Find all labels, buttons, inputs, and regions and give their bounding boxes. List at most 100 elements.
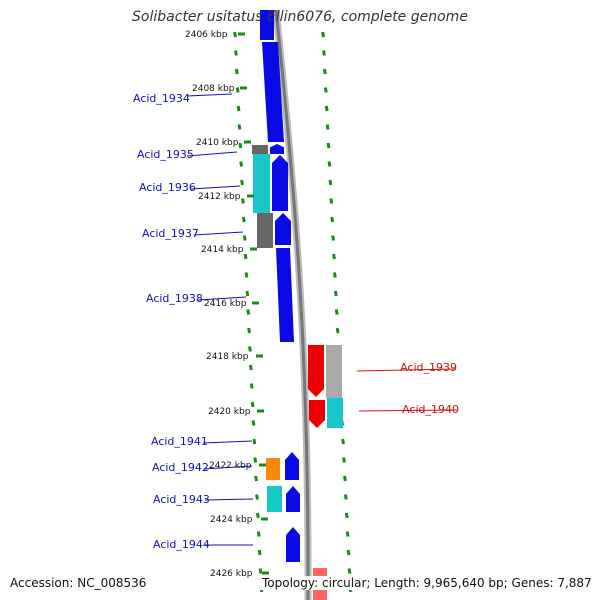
- gene-block-acid-1943: [286, 486, 300, 512]
- gene-label: Acid_1938: [146, 292, 203, 305]
- inner-left-ring-dot: [237, 124, 242, 130]
- inner-left-ring-dot: [251, 420, 256, 426]
- kbp-tick-label: 2426 kbp: [210, 569, 253, 579]
- outer-right-ring-dot: [343, 475, 347, 482]
- gene-leader-line: [203, 465, 253, 470]
- gene-leader-line: [186, 151, 238, 157]
- outer-right-ring-dot: [326, 142, 331, 149]
- gene-block-acid-1941-b: [285, 452, 299, 480]
- outer-right-ring-dot: [346, 549, 351, 556]
- inner-left-ring-dot: [245, 290, 250, 297]
- inner-left-ring-dot: [233, 31, 237, 38]
- gene-block-acid-1938: [276, 248, 294, 342]
- length-label: Length:: [374, 576, 420, 590]
- gene-block-top: [260, 10, 274, 40]
- feature-band-cyan-1936: [253, 154, 270, 213]
- inner-left-ring-dot: [257, 549, 262, 556]
- gene-label: Acid_1935: [137, 148, 194, 161]
- gene-label: Acid_1940: [402, 403, 459, 416]
- inner-left-ring-dot: [243, 253, 248, 260]
- outer-right-ring-dot: [327, 161, 332, 167]
- accession-value: NC_008536: [77, 576, 147, 590]
- gene-block-acid-1944: [286, 527, 300, 562]
- outer-right-ring-dot: [347, 568, 352, 574]
- outer-right-ring-dot: [325, 124, 330, 130]
- inner-left-ring-dot: [238, 142, 243, 149]
- inner-left-ring-dot: [258, 568, 263, 574]
- kbp-tick-label: 2420 kbp: [208, 407, 251, 417]
- gene-label: Acid_1937: [142, 227, 199, 240]
- gene-block-acid-1937: [275, 213, 291, 245]
- gene-leader-line: [204, 498, 254, 501]
- inner-left-ring-dot: [241, 198, 245, 204]
- kbp-tick-label: 2422 kbp: [209, 461, 252, 471]
- outer-right-ring-dot: [335, 327, 340, 334]
- inner-left-ring-dot: [239, 161, 244, 167]
- gene-block-acid-1934: [262, 42, 284, 142]
- outer-right-ring-dot: [345, 531, 350, 537]
- outer-right-ring-dot: [330, 216, 335, 223]
- kbp-tick-label: 2408 kbp: [192, 84, 235, 94]
- inner-left-ring-dot: [247, 327, 251, 334]
- inner-left-ring-dot: [241, 216, 246, 223]
- inner-left-ring-dot: [242, 235, 247, 241]
- feature-band-gray-1937: [257, 213, 273, 248]
- outer-right-ring-dot: [324, 105, 329, 112]
- outer-right-ring-dot: [332, 253, 336, 260]
- genome-backbone: [274, 9, 310, 600]
- feature-band-gray-1935: [252, 145, 268, 154]
- inner-left-ring-dot: [240, 179, 244, 186]
- kbp-tick-label: 2410 kbp: [196, 138, 239, 148]
- feature-band-cyan-1940: [327, 398, 343, 428]
- gene-block-acid-1935: [270, 144, 284, 154]
- inner-left-ring-dot: [249, 383, 254, 389]
- inner-left-ring-dot: [246, 309, 251, 315]
- inner-left-ring-dot: [236, 105, 241, 112]
- accession-info: Accession: NC_008536: [8, 576, 149, 590]
- gene-block-acid-1939: [308, 345, 324, 397]
- topology-value: circular: [321, 576, 367, 590]
- feature-band-orange-1941: [266, 458, 280, 480]
- kbp-tick-label: 2414 kbp: [201, 245, 244, 255]
- kbp-tick-label: 2412 kbp: [198, 192, 241, 202]
- inner-left-ring-dot: [255, 512, 260, 519]
- accession-label: Accession:: [10, 576, 74, 590]
- inner-left-ring-dot: [254, 475, 258, 482]
- gene-label: Acid_1939: [400, 361, 457, 374]
- outer-right-ring-dot: [323, 87, 328, 93]
- feature-band-cyan-1943: [267, 486, 282, 512]
- outer-right-ring-dot: [334, 309, 339, 315]
- outer-right-ring-dot: [343, 494, 348, 500]
- outer-right-ring-dot: [342, 457, 346, 463]
- gene-label: Acid_1941: [151, 435, 208, 448]
- inner-left-ring-dot: [235, 87, 240, 93]
- inner-left-ring-dot: [252, 438, 257, 445]
- map-title: Solibacter usitatus Ellin6076, complete …: [132, 9, 468, 25]
- kbp-tick-label: 2406 kbp: [185, 30, 228, 40]
- gene-block-acid-1936: [272, 155, 288, 211]
- outer-right-ring-dot: [329, 198, 334, 204]
- gene-label: Acid_1944: [153, 538, 210, 551]
- genes-label: Genes:: [511, 576, 554, 590]
- outer-right-ring-dot: [344, 512, 349, 519]
- outer-right-ring-dot: [333, 272, 337, 278]
- genome-stats: Topology: circular; Length: 9,965,640 bp…: [260, 576, 594, 590]
- gene-leader-line: [197, 296, 247, 301]
- length-value: 9,965,640 bp: [423, 576, 504, 590]
- kbp-ticks: 2406 kbp 2408 kbp 2410 kbp 2412 kbp 2414 kbp…: [185, 30, 269, 579]
- feature-band-lightgray-1939: [326, 345, 342, 398]
- inner-left-ring-dot: [250, 401, 255, 408]
- outer-right-ring-dot: [331, 235, 335, 241]
- gene-leader-line: [186, 93, 233, 97]
- gene-leader-line: [202, 440, 253, 444]
- dotted-guide-rings: [233, 31, 353, 593]
- outer-right-ring-dot: [323, 68, 327, 75]
- kbp-tick-label: 2424 kbp: [210, 515, 253, 525]
- inner-left-ring-dot: [255, 494, 259, 500]
- kbp-tick-label: 2418 kbp: [206, 352, 249, 362]
- gene-leader-line: [358, 409, 459, 412]
- inner-left-ring-dot: [234, 50, 238, 56]
- outer-right-ring-dot: [333, 290, 338, 297]
- inner-left-ring-dot: [234, 68, 239, 75]
